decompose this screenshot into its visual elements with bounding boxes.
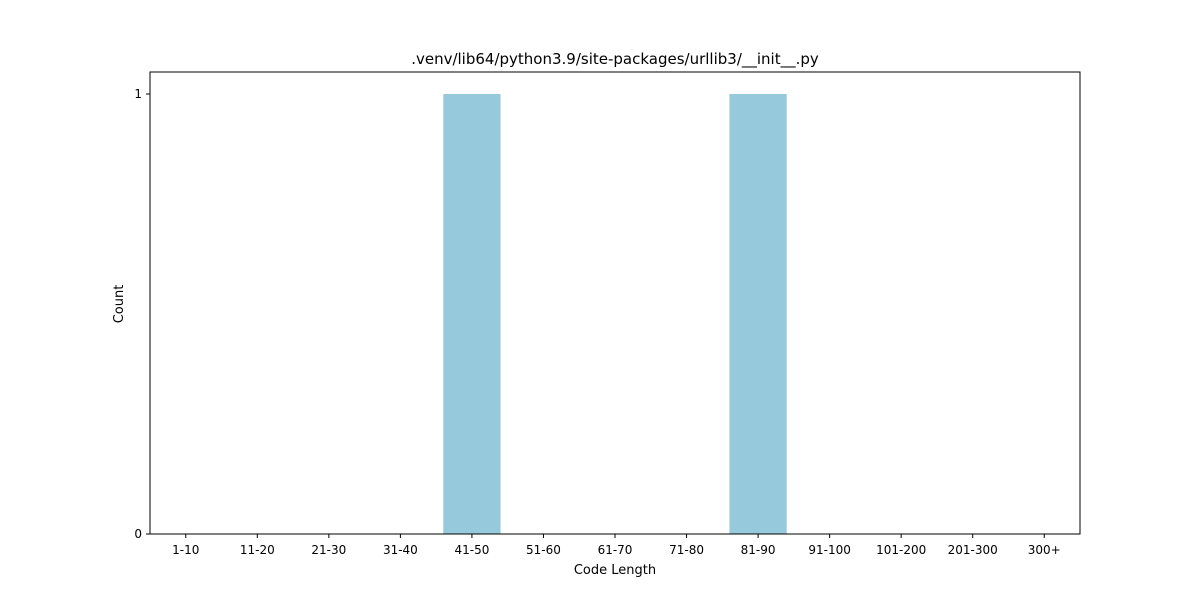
- bars-layer: [443, 94, 787, 534]
- y-tick-label-1: 1: [134, 87, 142, 101]
- x-axis-label: Code Length: [574, 563, 656, 578]
- x-tick-label-300+: 300+: [1028, 543, 1061, 557]
- x-tick-label-41-50: 41-50: [454, 543, 489, 557]
- y-axis-label: Count: [112, 285, 127, 324]
- axes-layer: 1-10 11-20 21-30 31-40 41-50 51-60 61-70 71-80 8…: [134, 71, 1081, 557]
- x-tick-label-11-20: 11-20: [240, 543, 275, 557]
- x-tick-label-31-40: 31-40: [383, 543, 418, 557]
- x-tick-label-1-10: 1-10: [172, 543, 199, 557]
- x-tick-label-101-200: 101-200: [876, 543, 926, 557]
- bar-41-50: [443, 94, 501, 534]
- x-tick-label-21-30: 21-30: [311, 543, 346, 557]
- x-tick-label-81-90: 81-90: [741, 543, 776, 557]
- x-tick-label-51-60: 51-60: [526, 543, 561, 557]
- x-tick-label-91-100: 91-100: [808, 543, 851, 557]
- x-tick-label-201-300: 201-300: [948, 543, 998, 557]
- bar-81-90: [729, 94, 787, 534]
- y-tick-label-0: 0: [134, 527, 142, 541]
- x-tick-label-71-80: 71-80: [669, 543, 704, 557]
- chart-title: .venv/lib64/python3.9/site-packages/urll…: [411, 50, 819, 69]
- plot-frame: [149, 71, 1081, 535]
- x-tick-label-61-70: 61-70: [598, 543, 633, 557]
